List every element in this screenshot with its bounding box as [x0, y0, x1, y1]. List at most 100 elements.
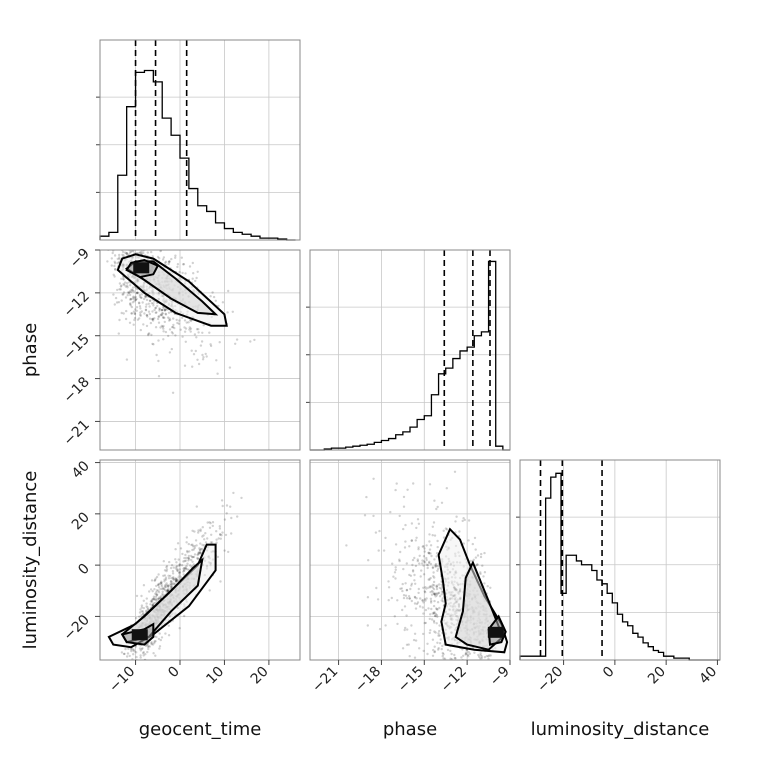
sample-point	[182, 570, 185, 573]
sample-point	[188, 326, 191, 329]
sample-point	[228, 366, 232, 369]
sample-point	[433, 592, 436, 596]
sample-point	[154, 306, 157, 310]
sample-point	[171, 391, 175, 394]
sample-point	[130, 312, 134, 315]
sample-point	[215, 538, 218, 541]
sample-point	[152, 302, 155, 305]
sample-point	[205, 355, 208, 358]
sample-point	[417, 546, 420, 549]
ytick-label-phase: −15	[61, 331, 93, 363]
sample-point	[167, 260, 171, 264]
sample-point	[413, 573, 416, 577]
sample-point	[176, 579, 179, 582]
sample-point	[159, 595, 162, 598]
sample-point	[138, 615, 141, 618]
sample-point	[161, 594, 164, 597]
sample-point	[438, 634, 441, 637]
sample-point	[199, 344, 203, 347]
sample-point	[427, 561, 431, 565]
sample-point	[137, 246, 139, 248]
sample-point	[458, 530, 461, 533]
sample-point	[129, 648, 133, 651]
xtick-label-luminosity-distance: 0	[600, 664, 618, 682]
sample-point	[196, 358, 199, 361]
sample-point	[97, 251, 99, 253]
sample-point	[138, 251, 141, 254]
sample-point	[124, 251, 127, 254]
sample-point	[198, 551, 201, 554]
sample-point	[431, 583, 435, 586]
sample-point	[144, 305, 148, 308]
sample-point	[145, 244, 147, 246]
sample-point	[477, 655, 481, 658]
sample-point	[124, 281, 127, 284]
sample-point	[179, 547, 183, 550]
sample-point	[157, 315, 160, 318]
sample-point	[214, 299, 217, 302]
sample-point	[158, 309, 161, 312]
sample-point	[146, 251, 149, 254]
sample-point	[156, 593, 159, 596]
sample-point	[161, 308, 164, 312]
sample-point	[114, 262, 117, 265]
sample-point	[223, 518, 227, 521]
sample-point	[234, 342, 237, 345]
sample-point	[139, 240, 141, 242]
sample-point	[160, 583, 163, 586]
ytick-label-luminosity-distance: 0	[75, 561, 93, 579]
sample-point	[118, 318, 121, 322]
sample-point	[231, 310, 234, 313]
sample-point	[416, 559, 419, 563]
sample-point	[227, 550, 230, 554]
sample-point	[152, 602, 156, 605]
sample-point	[181, 316, 184, 319]
sample-point	[113, 247, 115, 249]
sample-point	[159, 587, 162, 591]
sample-point	[161, 587, 164, 591]
sample-point	[157, 591, 161, 594]
sample-point	[126, 284, 129, 287]
sample-point	[169, 580, 173, 583]
sample-point	[122, 278, 125, 281]
sample-point	[175, 578, 178, 581]
sample-point	[184, 272, 187, 275]
sample-point	[199, 528, 202, 531]
sample-point	[183, 326, 186, 329]
sample-point	[145, 298, 149, 302]
ytick-label-luminosity-distance: 40	[69, 458, 93, 482]
sample-point	[152, 304, 155, 307]
sample-point	[151, 317, 154, 321]
sample-point	[174, 254, 177, 257]
sample-point	[427, 551, 430, 555]
sample-point	[189, 554, 193, 558]
sample-point	[165, 241, 167, 243]
sample-point	[492, 661, 494, 663]
sample-point	[144, 309, 148, 312]
sample-point	[112, 293, 115, 296]
sample-point	[150, 302, 153, 305]
sample-point	[474, 556, 478, 559]
sample-point	[127, 647, 130, 650]
sample-point	[184, 567, 188, 570]
sample-point	[145, 609, 148, 612]
sample-point	[464, 653, 467, 656]
sample-point	[122, 652, 126, 656]
sample-point	[120, 311, 123, 315]
sample-point	[172, 578, 175, 581]
sample-point	[166, 584, 169, 587]
sample-point	[402, 527, 405, 531]
sample-point	[434, 565, 437, 568]
sample-point	[132, 297, 135, 301]
sample-point	[394, 566, 397, 569]
sample-point	[211, 291, 214, 294]
sample-point	[410, 539, 413, 542]
sample-point	[132, 653, 135, 656]
sample-point	[187, 556, 190, 560]
sample-point	[157, 597, 161, 601]
sample-point	[139, 244, 141, 246]
sample-point	[430, 585, 433, 588]
sample-point	[148, 317, 152, 320]
sample-point	[201, 547, 204, 551]
sample-point	[142, 599, 145, 602]
